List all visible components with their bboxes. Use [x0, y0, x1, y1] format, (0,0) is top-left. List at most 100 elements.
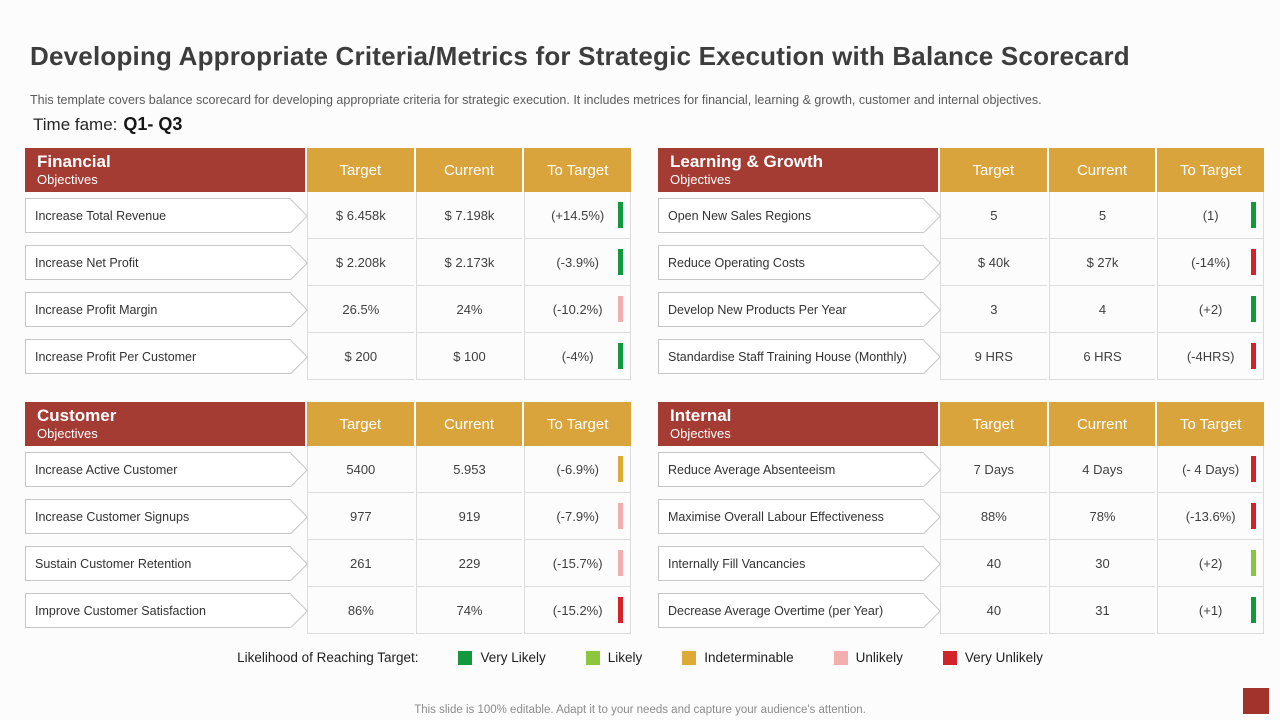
table-row: Increase Total Revenue $ 6.458k $ 7.198k…	[25, 192, 631, 239]
indeterminable-swatch-icon	[682, 650, 697, 665]
legend-item-very-unlikely: Very Unlikely	[942, 650, 1043, 665]
table-row: Improve Customer Satisfaction 86% 74% (-…	[25, 587, 631, 634]
quadrant-customer: Customer Objectives Target Current To Ta…	[25, 402, 631, 634]
column-header-current: Current	[1048, 148, 1156, 192]
objective-label: Increase Total Revenue	[35, 208, 167, 223]
objective-label: Increase Net Profit	[35, 255, 139, 270]
to-target-cell: (-10.2%)	[524, 286, 631, 333]
objective-label: Increase Customer Signups	[35, 509, 190, 524]
to-target-value: (-13.6%)	[1185, 508, 1236, 524]
current-value: $ 100	[415, 333, 523, 380]
objective-chevron: Increase Total Revenue	[25, 198, 291, 233]
table-row: Standardise Staff Training House (Monthl…	[658, 333, 1264, 380]
legend-label: Likelihood of Reaching Target:	[237, 650, 419, 665]
quadrant-title: Learning & Growth	[670, 152, 823, 171]
current-value: $ 7.198k	[415, 192, 523, 239]
corner-accent	[1243, 688, 1269, 714]
to-target-value: (-6.9%)	[556, 461, 599, 477]
objective-cell: Reduce Average Absenteeism	[658, 446, 938, 493]
quadrant-title-cell: Customer Objectives	[25, 402, 305, 446]
status-indicator-bar	[1250, 343, 1256, 369]
legend-item-indeterminable: Indeterminable	[682, 650, 794, 665]
current-value: 919	[415, 493, 523, 540]
objective-label: Decrease Average Overtime (per Year)	[668, 603, 884, 618]
objective-chevron: Decrease Average Overtime (per Year)	[658, 593, 924, 628]
current-value: 24%	[415, 286, 523, 333]
quadrant-title-cell: Financial Objectives	[25, 148, 305, 192]
status-indicator-bar	[1250, 550, 1256, 576]
objective-cell: Increase Profit Per Customer	[25, 333, 305, 380]
objective-chevron: Develop New Products Per Year	[658, 292, 924, 327]
legend-item-very-likely: Very Likely	[458, 650, 546, 665]
to-target-value: (-4%)	[561, 348, 594, 364]
column-header-to-target: To Target	[1157, 148, 1264, 192]
target-value: 3	[940, 286, 1047, 333]
current-value: 4 Days	[1048, 446, 1156, 493]
column-header-current: Current	[415, 148, 523, 192]
objective-chevron: Reduce Operating Costs	[658, 245, 924, 280]
quadrant-header: Internal Objectives Target Current To Ta…	[658, 402, 1264, 446]
target-value: 5400	[307, 446, 414, 493]
objective-label: Develop New Products Per Year	[668, 302, 847, 317]
target-value: $ 40k	[940, 239, 1047, 286]
column-header-target: Target	[940, 148, 1047, 192]
to-target-cell: (+14.5%)	[524, 192, 631, 239]
current-value: 229	[415, 540, 523, 587]
objective-label: Improve Customer Satisfaction	[35, 603, 206, 618]
objective-cell: Decrease Average Overtime (per Year)	[658, 587, 938, 634]
quadrant-body: Increase Active Customer 5400 5.953 (-6.…	[25, 446, 631, 634]
objective-label: Internally Fill Vancancies	[668, 556, 806, 571]
legend-item-label: Unlikely	[855, 650, 903, 665]
very-likely-swatch-icon	[458, 650, 473, 665]
table-row: Increase Net Profit $ 2.208k $ 2.173k (-…	[25, 239, 631, 286]
current-value: 74%	[415, 587, 523, 634]
status-indicator-bar	[617, 503, 623, 529]
objective-cell: Open New Sales Regions	[658, 192, 938, 239]
objective-label: Open New Sales Regions	[668, 208, 812, 223]
to-target-cell: (-15.7%)	[524, 540, 631, 587]
likely-swatch-icon	[585, 650, 600, 665]
to-target-cell: (-13.6%)	[1157, 493, 1264, 540]
table-row: Maximise Overall Labour Effectiveness 88…	[658, 493, 1264, 540]
status-indicator-bar	[1250, 202, 1256, 228]
target-value: $ 200	[307, 333, 414, 380]
objective-label: Reduce Operating Costs	[668, 255, 805, 270]
objective-chevron: Reduce Average Absenteeism	[658, 452, 924, 487]
target-value: 88%	[940, 493, 1047, 540]
objective-chevron: Increase Active Customer	[25, 452, 291, 487]
quadrant-subtitle: Objectives	[37, 426, 98, 441]
objective-label: Sustain Customer Retention	[35, 556, 192, 571]
to-target-value: (- 4 Days)	[1182, 461, 1240, 477]
quadrant-title: Financial	[37, 152, 111, 171]
slide-subtitle: This template covers balance scorecard f…	[30, 92, 1042, 107]
table-row: Open New Sales Regions 5 5 (1)	[658, 192, 1264, 239]
quadrant-body: Open New Sales Regions 5 5 (1) Reduce Op…	[658, 192, 1264, 380]
legend-item-unlikely: Unlikely	[833, 650, 903, 665]
to-target-value: (-10.2%)	[552, 301, 603, 317]
target-value: 40	[940, 540, 1047, 587]
status-indicator-bar	[1250, 249, 1256, 275]
scorecard-grid: Financial Objectives Target Current To T…	[25, 148, 1264, 634]
table-row: Increase Active Customer 5400 5.953 (-6.…	[25, 446, 631, 493]
objective-cell: Increase Active Customer	[25, 446, 305, 493]
column-header-to-target: To Target	[524, 148, 631, 192]
to-target-cell: (-4%)	[524, 333, 631, 380]
quadrant-body: Reduce Average Absenteeism 7 Days 4 Days…	[658, 446, 1264, 634]
to-target-cell: (-14%)	[1157, 239, 1264, 286]
objective-cell: Standardise Staff Training House (Monthl…	[658, 333, 938, 380]
objective-chevron: Increase Profit Margin	[25, 292, 291, 327]
quadrant-internal: Internal Objectives Target Current To Ta…	[658, 402, 1264, 634]
to-target-cell: (-15.2%)	[524, 587, 631, 634]
status-indicator-bar	[1250, 456, 1256, 482]
legend-item-likely: Likely	[585, 650, 642, 665]
objective-cell: Increase Profit Margin	[25, 286, 305, 333]
objective-cell: Increase Customer Signups	[25, 493, 305, 540]
to-target-value: (-4HRS)	[1186, 348, 1235, 364]
objective-cell: Increase Total Revenue	[25, 192, 305, 239]
quadrant-title: Customer	[37, 406, 117, 425]
quadrant-subtitle: Objectives	[670, 172, 731, 187]
column-header-current: Current	[415, 402, 523, 446]
to-target-value: (-14%)	[1191, 254, 1231, 270]
objective-label: Maximise Overall Labour Effectiveness	[668, 509, 884, 524]
status-indicator-bar	[617, 249, 623, 275]
